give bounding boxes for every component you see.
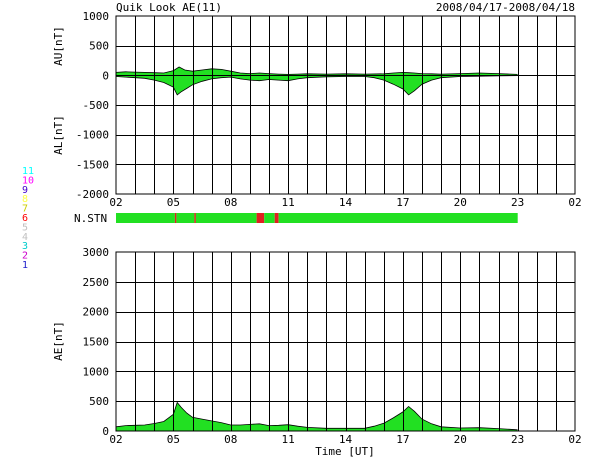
y-tick-label: 1000 [83, 10, 110, 23]
ae-line [115, 401, 518, 431]
ae-y-ticks: 3000 2500 2000 1500 1000 500 0 [83, 246, 110, 438]
station-count-11: 11 [22, 166, 34, 177]
station-count-10: 10 [22, 175, 34, 186]
station-count-1: 1 [22, 260, 28, 271]
x-tick-label: 02 [109, 196, 122, 209]
ae-area [116, 402, 518, 431]
y-tick-label: -1500 [76, 158, 109, 171]
x-tick-label: 08 [224, 433, 237, 446]
x-tick-label: 23 [511, 196, 524, 209]
station-segment [256, 213, 265, 223]
au-al-fill [115, 66, 518, 96]
y-tick-label: 3000 [83, 246, 110, 259]
y-tick-label: 1000 [83, 365, 110, 378]
station-label: N.STN [74, 212, 107, 225]
station-bars [116, 213, 518, 223]
station-count-8: 8 [22, 194, 28, 205]
station-count-2: 2 [22, 251, 28, 262]
ae-axis-label: AE[nT] [52, 321, 65, 361]
station-segment [274, 213, 279, 223]
y-tick-label: 0 [102, 69, 109, 82]
station-count-7: 7 [22, 204, 28, 215]
y-tick-label: 0 [102, 425, 109, 438]
x-axis-label: Time [UT] [315, 445, 375, 458]
al-axis-label: AL[nT] [52, 115, 65, 155]
ae-grid [115, 251, 576, 432]
x-tick-label: 14 [339, 433, 353, 446]
x-tick-label: 20 [454, 433, 467, 446]
plot-frame [115, 251, 576, 432]
au-al-x-ticks: 02 05 08 11 14 17 20 23 02 [109, 196, 581, 209]
x-tick-label: 20 [454, 196, 467, 209]
station-segment [174, 213, 177, 223]
x-tick-label: 11 [282, 433, 295, 446]
au-axis-label: AU[nT] [52, 26, 65, 66]
x-tick-label: 05 [167, 196, 180, 209]
au-al-grid [115, 15, 576, 195]
x-tick-label: 02 [568, 433, 581, 446]
x-tick-label: 02 [109, 433, 122, 446]
ae-x-ticks: 02 05 08 11 14 17 20 23 02 [109, 433, 581, 446]
y-tick-label: 500 [89, 395, 109, 408]
station-count-9: 9 [22, 185, 28, 196]
x-tick-label: 05 [167, 433, 180, 446]
station-segment [195, 213, 257, 223]
x-tick-label: 23 [511, 433, 524, 446]
x-tick-label: 08 [224, 196, 237, 209]
y-tick-label: 500 [89, 40, 109, 53]
al-area [116, 75, 518, 95]
chart-title: Quik Look AE(11) [116, 1, 222, 14]
y-tick-label: 2500 [83, 276, 110, 289]
x-tick-label: 02 [568, 196, 581, 209]
station-segment [176, 213, 195, 223]
au-al-panel: 1000 500 0 -500 -1000 -1500 -2000 02 05 08 11 14 17… [52, 10, 582, 209]
station-segment [278, 213, 518, 223]
station-count-3: 3 [22, 241, 28, 252]
station-count-5: 5 [22, 222, 28, 233]
al-line [115, 75, 518, 96]
ae-panel: 3000 2500 2000 1500 1000 500 0 02 05 08 11 14 17 20 2… [52, 246, 582, 458]
y-tick-label: -1000 [76, 129, 109, 142]
au-al-y-ticks: 1000 500 0 -500 -1000 -1500 -2000 [76, 10, 109, 201]
x-tick-label: 14 [339, 196, 353, 209]
x-tick-label: 11 [282, 196, 295, 209]
y-tick-label: 1500 [83, 336, 110, 349]
y-tick-label: -2000 [76, 188, 109, 201]
date-range: 2008/04/17-2008/04/18 [436, 1, 575, 14]
x-tick-label: 17 [396, 433, 409, 446]
y-tick-label: -500 [83, 99, 110, 112]
station-segment [194, 213, 196, 223]
station-segment [264, 213, 275, 223]
y-tick-label: 2000 [83, 306, 110, 319]
ae-fill [115, 401, 518, 431]
station-segment [116, 213, 175, 223]
station-count-6: 6 [22, 213, 28, 224]
station-count-4: 4 [22, 232, 28, 243]
x-tick-label: 17 [396, 196, 409, 209]
